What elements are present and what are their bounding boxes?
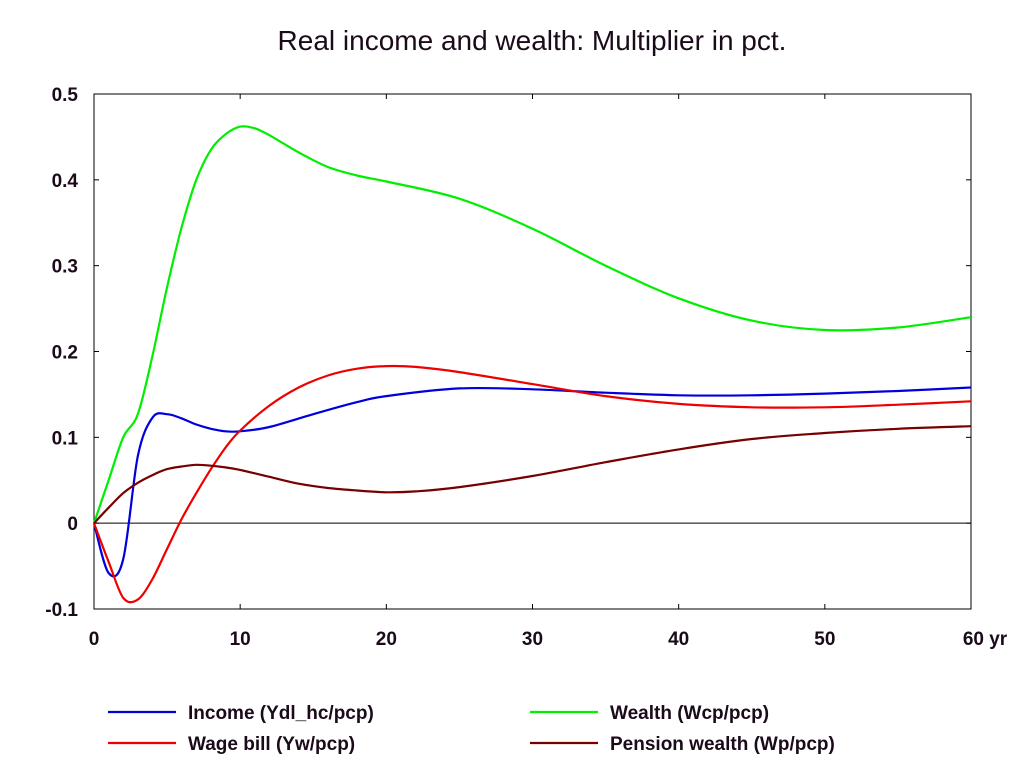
x-tick-label: 40	[668, 629, 689, 650]
x-tick-label: 20	[376, 629, 397, 650]
series-line-1	[92, 386, 972, 578]
legend-label-2: Wealth (Wcp/pcp)	[610, 703, 769, 724]
legend: Income (Ydl_hc/pcp) Wealth (Wcp/pcp) Wage …	[108, 703, 835, 755]
x-tick-label: 0	[89, 629, 100, 650]
x-tick-label: 60 yr	[963, 629, 1008, 650]
y-tick-label: 0.3	[52, 257, 78, 278]
legend-label-4: Pension wealth (Wp/pcp)	[610, 734, 835, 755]
series-line-4	[93, 425, 972, 524]
y-tick-label: -0.1	[45, 600, 78, 621]
x-tick-label: 10	[230, 629, 251, 650]
x-tick-label: 50	[814, 629, 835, 650]
series-line-3	[92, 364, 972, 604]
y-tick-label: 0.5	[52, 85, 79, 106]
x-axis: 0 10 20 30 40 50 60 yr	[89, 94, 1008, 650]
series-lines	[92, 125, 972, 604]
plot-area	[93, 93, 972, 610]
y-tick-label: 0.2	[52, 343, 78, 364]
y-tick-label: 0.4	[52, 171, 79, 192]
legend-label-1: Income (Ydl_hc/pcp)	[188, 703, 374, 724]
x-tick-label: 30	[522, 629, 543, 650]
y-tick-label: 0.1	[52, 428, 79, 449]
y-tick-label: 0	[67, 514, 78, 535]
legend-label-3: Wage bill (Yw/pcp)	[188, 734, 355, 755]
y-axis: -0.1 0 0.1 0.2 0.3 0.4 0.5	[45, 85, 971, 621]
plot-border	[93, 93, 972, 610]
series-line-2	[92, 125, 972, 524]
chart-title: Real income and wealth: Multiplier in pc…	[278, 25, 787, 56]
